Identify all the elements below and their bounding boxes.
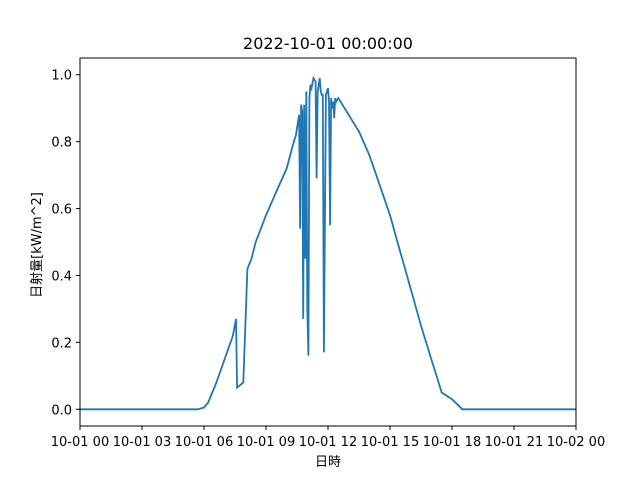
y-tick-label: 0.2: [51, 336, 72, 351]
x-tick-label: 10-01 00: [51, 435, 109, 450]
plot-area: [79, 57, 577, 427]
x-tick-label: 10-01 06: [175, 435, 233, 450]
x-tick-label: 10-01 12: [299, 435, 357, 450]
series-line: [80, 75, 576, 411]
y-axis: 0.0 0.2 0.4 0.6 0.8 1.0: [51, 69, 80, 418]
y-tick-label: 0.0: [51, 403, 72, 418]
x-tick-label: 10-01 21: [485, 435, 543, 450]
x-tick-label: 10-02 00: [547, 435, 605, 450]
y-tick-label: 0.4: [51, 269, 72, 284]
plot-frame: [79, 57, 577, 427]
x-tick-label: 10-01 18: [423, 435, 481, 450]
x-axis: 10-01 00 10-01 03 10-01 06 10-01 09 10-01 12…: [51, 426, 605, 450]
y-tick-label: 1.0: [51, 69, 72, 84]
y-tick-label: 0.6: [51, 203, 72, 218]
y-tick-label: 0.8: [51, 136, 72, 151]
y-axis-label: 日射量[kW/m^2]: [29, 192, 45, 298]
x-tick-label: 10-01 15: [361, 435, 419, 450]
x-tick-label: 10-01 09: [237, 435, 295, 450]
x-axis-label: 日時: [315, 455, 341, 470]
x-tick-label: 10-01 03: [113, 435, 171, 450]
chart-title: 2022-10-01 00:00:00: [243, 34, 413, 53]
